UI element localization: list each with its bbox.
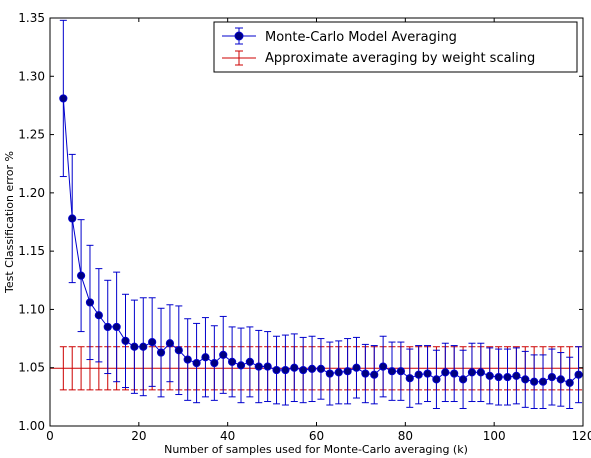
monte-carlo-point-16 (201, 353, 210, 362)
monte-carlo-point-28 (307, 364, 317, 373)
x-tick-label: 120 (572, 429, 591, 443)
monte-carlo-point-52 (521, 375, 530, 384)
monte-carlo-point-17 (210, 358, 219, 368)
monte-carlo-point-46 (467, 368, 477, 377)
monte-carlo-point-27 (299, 365, 308, 375)
monte-carlo-point-6 (112, 322, 121, 332)
monte-carlo-point-43 (441, 368, 450, 377)
monte-carlo-point-10 (148, 337, 157, 347)
legend-box (213, 21, 578, 73)
monte-carlo-point-44 (450, 369, 459, 378)
monte-carlo-point-30 (325, 369, 334, 378)
y-tick-label: 1.25 (18, 128, 45, 142)
monte-carlo-point-15 (192, 358, 201, 368)
monte-carlo-point-2 (76, 271, 86, 280)
monte-carlo-point-47 (476, 368, 485, 377)
legend-label-monte-carlo: Monte-Carlo Model Averaging (265, 30, 457, 45)
y-tick-label: 1.10 (18, 302, 45, 316)
monte-carlo-point-37 (387, 367, 397, 376)
x-axis-title: Number of samples used for Monte-Carlo a… (164, 443, 468, 456)
monte-carlo-point-23 (263, 362, 272, 371)
monte-carlo-point-36 (379, 362, 388, 371)
legend: Monte-Carlo Model Averaging Approximate … (213, 21, 578, 73)
legend-symbol-weight-scaling (222, 50, 256, 66)
monte-carlo-point-50 (503, 372, 512, 382)
monte-carlo-point-18 (219, 350, 228, 359)
monte-carlo-point-29 (316, 364, 326, 373)
monte-carlo-point-32 (343, 367, 352, 376)
monte-carlo-point-25 (281, 365, 290, 375)
monte-carlo-point-58 (574, 370, 583, 379)
monte-carlo-point-8 (130, 342, 139, 351)
monte-carlo-point-33 (352, 363, 361, 372)
monte-carlo-point-38 (396, 367, 405, 376)
monte-carlo-point-26 (290, 363, 299, 372)
monte-carlo-point-5 (103, 322, 112, 332)
y-axis-title: Test Classification error % (3, 151, 16, 294)
monte-carlo-point-4 (94, 311, 103, 320)
monte-carlo-point-13 (174, 346, 183, 355)
x-tick-label: 60 (309, 429, 324, 443)
monte-carlo-point-19 (228, 357, 237, 366)
monte-carlo-point-31 (334, 368, 343, 377)
monte-carlo-point-9 (139, 342, 148, 351)
weight-scaling-errorbar-0 (59, 346, 67, 391)
monte-carlo-point-1 (68, 214, 77, 223)
y-tick-label: 1.30 (18, 69, 45, 83)
monte-carlo-point-22 (254, 362, 263, 371)
monte-carlo-point-3 (85, 298, 95, 307)
monte-carlo-point-39 (405, 374, 414, 383)
monte-carlo-point-56 (556, 375, 565, 384)
monte-carlo-point-54 (538, 377, 548, 386)
monte-carlo-point-11 (156, 348, 166, 357)
y-tick-label: 1.15 (18, 244, 45, 258)
legend-symbol-monte-carlo (222, 27, 256, 45)
weight-scaling-errorbar-1 (68, 346, 76, 391)
y-tick-label: 1.35 (18, 11, 45, 25)
monte-carlo-point-55 (547, 372, 557, 382)
monte-carlo-point-0 (59, 94, 68, 103)
monte-carlo-point-35 (370, 370, 379, 379)
monte-carlo-point-7 (121, 336, 130, 346)
monte-carlo-point-34 (361, 369, 370, 378)
y-tick-label: 1.05 (18, 361, 45, 375)
weight-scaling-errorbar-2 (77, 346, 85, 391)
monte-carlo-point-14 (183, 355, 192, 364)
monte-carlo-point-41 (423, 369, 432, 378)
monte-carlo-point-24 (272, 365, 281, 375)
monte-carlo-point-20 (236, 361, 246, 370)
y-tick-label: 1.00 (18, 419, 45, 433)
x-tick-label: 100 (483, 429, 506, 443)
monte-carlo-point-48 (485, 371, 494, 380)
x-tick-label: 80 (398, 429, 413, 443)
x-tick-label: 20 (131, 429, 146, 443)
x-tick-label: 40 (220, 429, 235, 443)
plot-area (50, 18, 583, 426)
monte-carlo-point-42 (432, 375, 441, 384)
ticks-layer: 0 20 40 60 80 100 120 1.00 1.05 1.10 1.15 1.20 1.25 1… (18, 11, 591, 443)
monte-carlo-point-12 (165, 339, 175, 348)
monte-carlo-point-57 (565, 378, 574, 387)
monte-carlo-point-45 (458, 375, 468, 384)
legend-label-weight-scaling: Approximate averaging by weight scaling (265, 51, 535, 66)
y-tick-label: 1.20 (18, 186, 45, 200)
monte-carlo-point-51 (512, 371, 521, 380)
x-tick-label: 0 (46, 429, 54, 443)
monte-carlo-point-49 (494, 372, 503, 382)
monte-carlo-point-40 (414, 370, 423, 379)
series-layer (50, 19, 583, 410)
monte-carlo-point-21 (245, 357, 254, 366)
monte-carlo-point-53 (530, 377, 539, 386)
